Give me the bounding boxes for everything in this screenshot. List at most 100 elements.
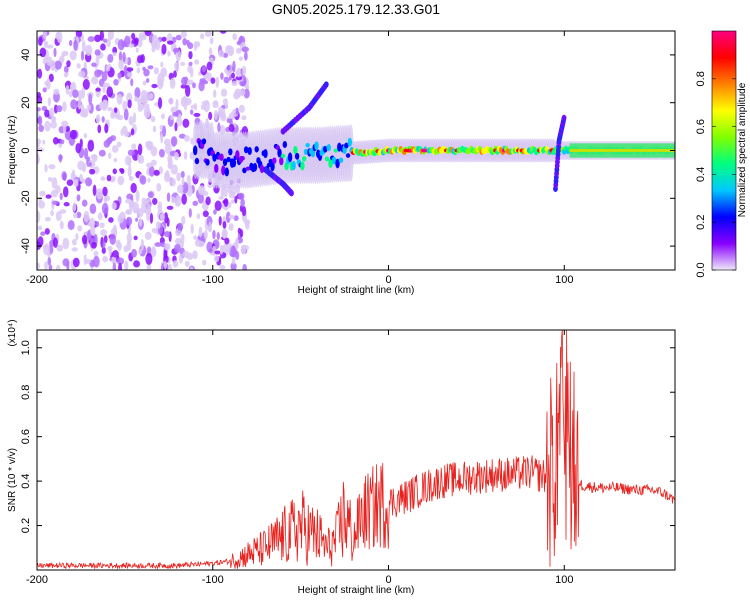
spectrogram-cell [116,257,125,265]
spectrogram-cell [38,124,44,133]
spectrogram-x-tick-label: -100 [202,274,224,286]
spectrogram-cell [116,141,122,148]
spectrogram-cell [180,233,185,244]
spectrogram-cell [89,225,96,236]
colorbar: 0.0 0.2 0.4 0.6 0.8 Normalized spectral ampl… [695,30,748,278]
snr-x-ticks: -200 -100 0 100 [26,330,573,586]
spectrogram-cell [61,50,69,57]
spectrogram-cell [151,83,158,89]
spectrogram-cell [218,195,224,200]
spectrogram-cell [107,245,113,252]
spectrogram-cell [59,209,67,214]
spectrogram-cell [314,141,319,150]
spectrogram-cell [44,163,48,173]
spectrogram-cell [187,42,194,50]
spectrogram-cell [111,145,119,153]
spectrogram-cell [83,132,88,139]
spectrogram-cell [50,209,54,217]
spectrogram-cell [139,175,147,185]
spectrogram-cell [128,176,134,182]
spectrogram-cell [208,221,212,232]
snr-series-line [37,330,675,570]
spectrogram-cell [113,157,118,163]
spectrogram-cell [46,44,54,49]
spectrogram-cell [122,51,126,63]
spectrogram-cell [44,261,48,270]
spectrogram-cell [82,79,90,90]
spectrogram-cell [56,105,63,113]
spectrogram-y-tick-label: 40 [20,49,32,61]
spectrogram-cell [62,237,70,250]
spectrogram-cell [144,31,152,37]
spectrogram-cell [347,137,353,147]
spectrogram-cell [123,130,130,138]
spectrogram-cell [186,79,194,85]
spectrogram-cell [193,112,201,118]
spectrogram-cell [126,216,133,226]
spectrogram-cell [159,213,165,221]
spectrogram-cell [123,108,129,121]
spectrogram-cell [124,35,131,48]
spectrogram-cell [200,104,206,110]
spectrogram-cell [109,233,117,245]
spectrogram-cell [37,115,43,126]
spectrogram-cell [63,65,69,73]
spectrogram-cell [219,153,224,161]
spectrogram-cell [212,101,219,109]
spectrogram-cell [44,120,51,132]
spectrogram-cell [59,220,64,230]
spectrogram-cell [323,145,328,153]
spectrogram-cell [182,38,188,46]
spectrogram-cell [108,217,114,223]
spectrogram-cell [294,152,300,160]
spectrogram-cell [50,120,57,129]
spectrogram-cell [37,225,43,231]
spectrogram-cell [95,114,101,124]
spectrogram-cell [87,36,95,42]
spectrogram-cell [38,196,42,205]
spectrogram-cell [141,197,147,205]
spectrogram-cell [37,111,40,119]
spectrogram-cell [156,183,162,192]
spectrogram-cell [175,201,180,207]
spectrogram-cell [101,247,106,254]
spectrogram-cell [54,60,62,70]
spectrogram-cell [192,82,196,89]
spectrogram-cell [280,153,286,159]
spectrogram-cell [89,217,96,229]
spectrogram-cell [206,72,212,82]
spectrogram-cell [223,76,230,84]
spectrogram-cell [205,158,210,166]
spectrogram-cell [77,160,85,171]
spectrogram-cell [181,193,187,205]
spectrogram-cell [112,46,118,55]
spectrogram-cell [143,209,151,214]
spectrogram-cell [204,31,213,37]
spectrogram-cell [133,235,138,241]
spectrogram-cell [194,239,201,247]
spectrogram-cell [228,223,234,231]
spectrogram-cell [68,39,73,47]
snr-y-tick-label: 1.0 [20,340,32,355]
spectrogram-cell [94,49,101,56]
spectrogram-cell [196,213,201,220]
spectrogram-cell [188,61,193,66]
spectrogram-cell [150,115,156,123]
spectrogram-cell [99,101,104,110]
spectrogram-cell [131,248,137,258]
spectrogram-cell [203,230,208,239]
spectrogram-cell [83,210,90,223]
spectrogram-cell [137,36,143,48]
spectrogram-cell [212,153,217,162]
spectrogram-cell [247,146,252,156]
spectrogram-cell [198,226,203,238]
spectrogram-cell [147,191,154,199]
spectrogram-cell [190,104,197,109]
spectrogram-cell [155,221,161,229]
spectrogram-cell [231,80,238,87]
colorbar-ticks: 0.0 0.2 0.4 0.6 0.8 [695,71,736,278]
spectrogram-cell [151,227,159,234]
spectrogram-cell [293,145,298,155]
spectrogram-cell [235,47,242,54]
snr-x-tick-label: -100 [202,574,224,586]
